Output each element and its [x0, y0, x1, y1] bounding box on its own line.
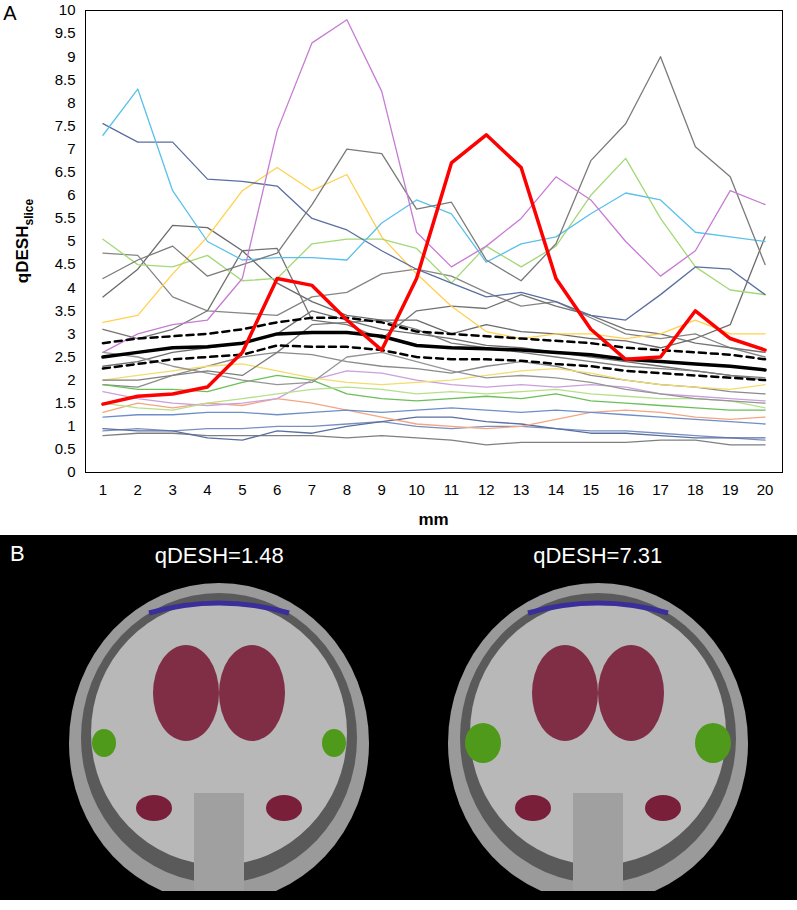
svg-text:6: 6 — [273, 481, 281, 498]
svg-text:19: 19 — [722, 481, 739, 498]
svg-text:4.5: 4.5 — [55, 255, 76, 272]
svg-text:14: 14 — [548, 481, 565, 498]
svg-text:2: 2 — [134, 481, 142, 498]
svg-text:2: 2 — [67, 371, 75, 388]
svg-text:3.5: 3.5 — [55, 302, 76, 319]
svg-text:5: 5 — [238, 481, 246, 498]
html-text:B: B — [10, 541, 25, 566]
svg-text:4: 4 — [67, 279, 75, 296]
svg-text:8: 8 — [67, 94, 75, 111]
svg-text:11: 11 — [444, 481, 460, 498]
svg-text:18: 18 — [687, 481, 704, 498]
svg-text:7: 7 — [67, 140, 75, 157]
svg-text:10: 10 — [408, 481, 425, 498]
svg-text:6: 6 — [67, 186, 75, 203]
svg-text:7.5: 7.5 — [55, 117, 76, 134]
html-text:qDESH=1.48: qDESH=1.48 — [154, 543, 284, 568]
svg-text:3: 3 — [67, 325, 75, 342]
svg-text:8: 8 — [343, 481, 351, 498]
svg-text:7: 7 — [308, 481, 316, 498]
svg-text:qDESHslice: qDESHslice — [13, 199, 36, 284]
svg-text:6.5: 6.5 — [55, 163, 76, 180]
svg-text:3: 3 — [168, 481, 176, 498]
svg-text:13: 13 — [513, 481, 530, 498]
svg-text:5: 5 — [67, 232, 75, 249]
html-text:qDESH=7.31: qDESH=7.31 — [533, 543, 663, 568]
svg-text:2.5: 2.5 — [55, 348, 76, 365]
svg-text:4: 4 — [203, 481, 211, 498]
svg-text:1.5: 1.5 — [55, 394, 76, 411]
svg-text:15: 15 — [582, 481, 599, 498]
svg-text:A: A — [3, 2, 17, 24]
svg-text:10: 10 — [59, 1, 76, 18]
svg-text:17: 17 — [652, 481, 669, 498]
svg-text:8.5: 8.5 — [55, 71, 76, 88]
svg-text:9.5: 9.5 — [55, 24, 76, 41]
svg-text:9: 9 — [378, 481, 386, 498]
svg-text:5.5: 5.5 — [55, 209, 76, 226]
svg-text:1: 1 — [67, 417, 75, 434]
svg-text:0: 0 — [67, 463, 75, 480]
svg-text:mm: mm — [418, 510, 448, 529]
svg-text:1: 1 — [99, 481, 107, 498]
svg-text:16: 16 — [617, 481, 634, 498]
svg-text:9: 9 — [67, 48, 75, 65]
svg-text:20: 20 — [757, 481, 774, 498]
svg-text:12: 12 — [478, 481, 495, 498]
svg-text:0.5: 0.5 — [55, 440, 76, 457]
